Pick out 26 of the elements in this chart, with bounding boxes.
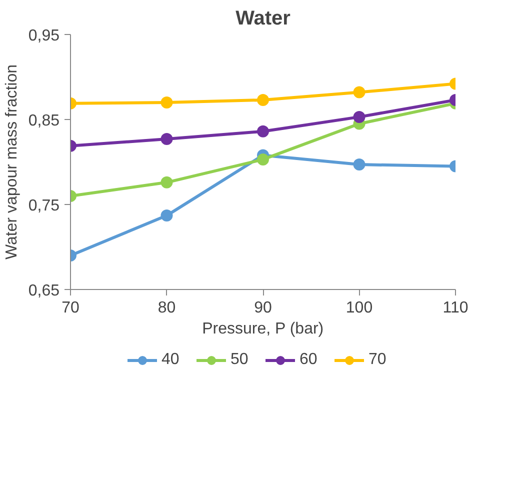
point [160, 133, 173, 146]
x-tick-label: 80 [158, 300, 176, 316]
point [160, 210, 173, 222]
point [353, 158, 366, 171]
y-tick-label: 0,95 [28, 28, 60, 44]
x-tick-label: 110 [442, 300, 468, 316]
point [257, 94, 269, 106]
legend-label: 70 [368, 351, 388, 369]
x-tick-label: 70 [62, 300, 80, 316]
legend-label: 60 [300, 351, 318, 369]
point [353, 110, 366, 123]
legend-label: 40 [162, 351, 180, 369]
x-tick-label: 100 [346, 300, 373, 316]
point [353, 86, 366, 98]
chart-title: Water [236, 8, 291, 30]
point [160, 176, 173, 188]
x-axis-title: Pressure, P (bar) [202, 320, 324, 338]
point [257, 125, 269, 138]
y-tick-label: 0,75 [28, 198, 60, 214]
y-axis-title: Water vapour mass fraction [3, 64, 20, 260]
point [257, 153, 269, 166]
point [160, 96, 173, 108]
legend-label: 50 [230, 351, 250, 369]
x-tick-label: 90 [254, 300, 272, 316]
y-tick-label: 0,85 [28, 112, 60, 130]
y-tick-label: 0,65 [28, 282, 60, 300]
